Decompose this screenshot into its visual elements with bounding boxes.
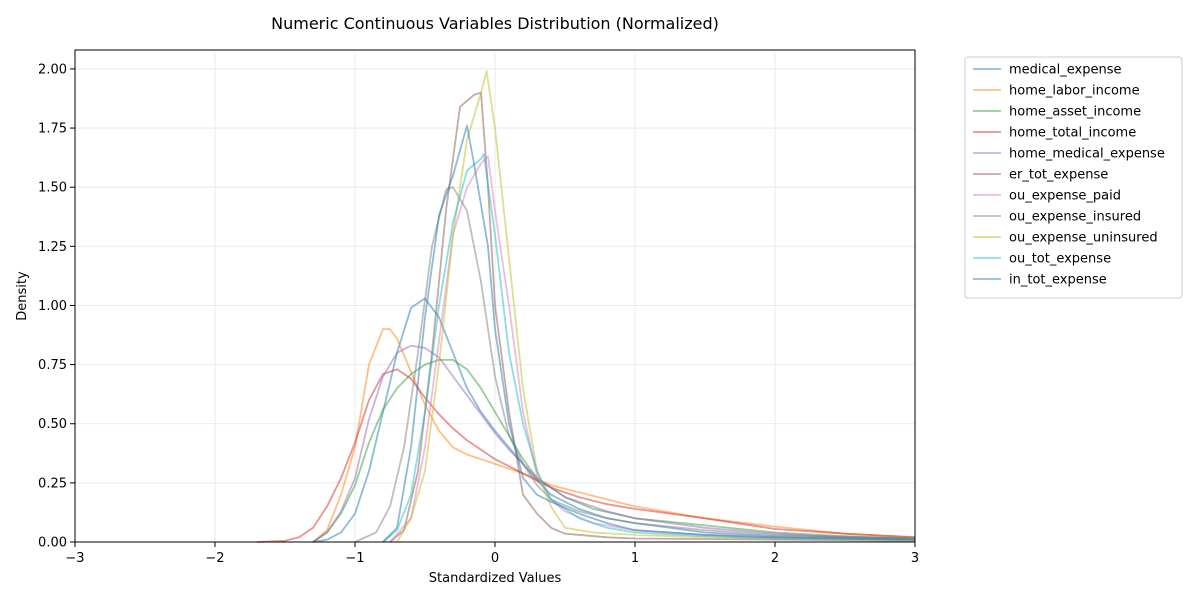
series-line-in-tot-expense	[382, 124, 916, 543]
legend-label: ou_tot_expense	[1009, 252, 1111, 267]
legend-label: ou_expense_insured	[1009, 210, 1141, 225]
y-tick-label: 1.50	[38, 181, 67, 196]
series-line-ou-expense-insured	[354, 186, 916, 543]
legend-label: home_medical_expense	[1009, 147, 1165, 162]
y-tick-label: 0.75	[38, 358, 67, 373]
y-tick-label: 0.50	[38, 417, 67, 432]
x-tick-label: −3	[65, 551, 84, 566]
x-tick-label: 2	[771, 551, 779, 566]
y-tick-label: 2.00	[38, 62, 67, 77]
y-tick-label: 0.25	[38, 476, 67, 491]
x-tick-label: 0	[491, 551, 499, 566]
x-tick-label: 3	[911, 551, 919, 566]
y-axis-label: Density	[15, 271, 30, 321]
legend-label: home_labor_income	[1009, 84, 1140, 99]
series-line-home-medical-expense	[312, 344, 916, 543]
x-axis-label: Standardized Values	[429, 571, 562, 586]
legend-label: home_asset_income	[1009, 105, 1141, 120]
y-tick-label: 1.75	[38, 122, 67, 137]
y-tick-label: 1.25	[38, 240, 67, 255]
series-line-ou-expense-paid	[389, 155, 916, 543]
legend-label: in_tot_expense	[1009, 273, 1107, 288]
grid-layer	[74, 50, 916, 543]
legend-label: medical_expense	[1009, 63, 1121, 78]
series-line-ou-expense-uninsured	[396, 70, 916, 543]
series-line-home-total-income	[256, 368, 916, 543]
legend-frame	[964, 56, 1183, 299]
legend: medical_expense home_labor_income home_ass…	[964, 56, 1183, 299]
y-tick-label: 0.00	[38, 536, 67, 551]
x-tick-label: −1	[345, 551, 364, 566]
x-tick-label: −2	[205, 551, 224, 566]
legend-label: ou_expense_paid	[1009, 189, 1121, 204]
series-line-ou-tot-expense	[382, 153, 916, 543]
chart-title: Numeric Continuous Variables Distributio…	[271, 14, 719, 33]
series-line-er-tot-expense	[389, 91, 916, 543]
legend-label: er_tot_expense	[1009, 168, 1108, 183]
tick-layer: −3 −2 −1 0 1 2 3 0.00 0.25 0.50 0.75 1.00 1.25 1.50 1.…	[38, 62, 919, 566]
series-line-home-labor-income	[312, 328, 916, 543]
legend-label: ou_expense_uninsured	[1009, 231, 1158, 246]
x-tick-label: 1	[631, 551, 639, 566]
y-tick-label: 1.00	[38, 299, 67, 314]
series-layer	[256, 70, 916, 543]
legend-label: home_total_income	[1009, 126, 1136, 141]
